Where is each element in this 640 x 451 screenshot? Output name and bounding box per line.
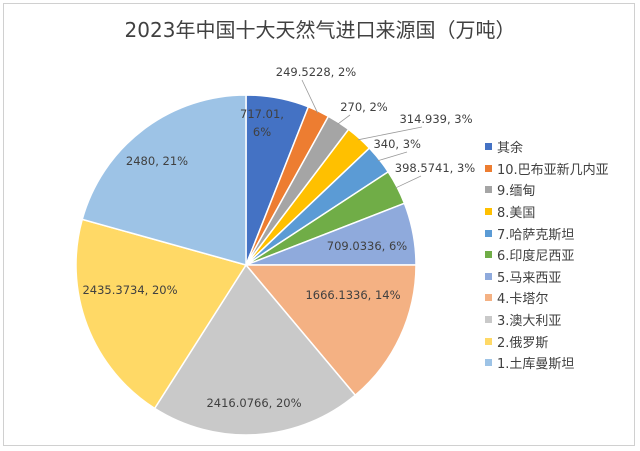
data-label-1: 717.01, 6%	[240, 107, 284, 139]
pie-slice-8	[244, 264, 417, 397]
legend-label: 其余	[497, 141, 524, 157]
data-label-6: 398.5741, 3%	[395, 161, 475, 175]
legend-item: 10.巴布亚新几内亚	[485, 158, 609, 180]
data-label-10: 2435.3734, 20%	[82, 283, 177, 297]
data-label-4: 314.939, 3%	[399, 112, 472, 126]
legend-label: 10.巴布亚新几内亚	[497, 162, 609, 178]
data-label-7: 709.0336, 6%	[327, 239, 407, 253]
leader-line-6	[395, 175, 422, 189]
pie-slice-11	[81, 94, 247, 266]
legend-swatch	[485, 251, 492, 259]
legend-swatch	[485, 316, 492, 324]
legend-swatch	[485, 143, 492, 151]
legend-item: 其余	[485, 136, 609, 158]
legend-item: 7.哈萨克斯坦	[485, 222, 609, 244]
data-label-11: 2480, 21%	[126, 154, 188, 168]
legend-label: 7.哈萨克斯坦	[497, 227, 575, 243]
pie-slice-9	[153, 263, 357, 436]
data-label-5: 340, 3%	[373, 137, 421, 151]
legend: 其余 10.巴布亚新几内亚 9.缅甸 8.美国 7.哈萨克斯坦 6.印度尼西亚 5.马来西亚…	[485, 136, 609, 374]
data-label-8: 1666.1336, 14%	[305, 288, 400, 302]
legend-swatch	[485, 337, 492, 345]
legend-label: 6.印度尼西亚	[497, 249, 575, 265]
legend-label: 4.卡塔尔	[497, 292, 549, 308]
legend-item: 9.缅甸	[485, 179, 609, 201]
data-label-9: 2416.0766, 20%	[206, 396, 301, 410]
chart-title: 2023年中国十大天然气进口来源国（万吨）	[124, 18, 516, 42]
data-label-3: 270, 2%	[340, 100, 388, 114]
legend-item: 3.澳大利亚	[485, 309, 609, 331]
pie-slice-10	[75, 218, 248, 410]
legend-item: 2.俄罗斯	[485, 330, 609, 352]
legend-swatch	[485, 186, 492, 194]
leader-line-5	[377, 151, 408, 162]
legend-item: 6.印度尼西亚	[485, 244, 609, 266]
legend-swatch	[485, 208, 492, 216]
legend-swatch	[485, 229, 492, 237]
legend-label: 3.澳大利亚	[497, 314, 562, 330]
legend-item: 1.土库曼斯坦	[485, 352, 609, 374]
legend-item: 4.卡塔尔	[485, 287, 609, 309]
legend-label: 5.马来西亚	[497, 270, 562, 286]
legend-swatch	[485, 272, 492, 280]
legend-item: 8.美国	[485, 201, 609, 223]
legend-label: 9.缅甸	[497, 184, 536, 200]
legend-label: 2.俄罗斯	[497, 335, 549, 351]
legend-label: 1.土库曼斯坦	[497, 357, 575, 373]
data-label-2: 249.5228, 2%	[276, 65, 356, 79]
legend-label: 8.美国	[497, 206, 536, 222]
leader-line-2	[301, 79, 319, 114]
leader-line-4	[357, 126, 423, 141]
legend-swatch	[485, 164, 492, 172]
legend-swatch	[485, 294, 492, 302]
legend-item: 5.马来西亚	[485, 266, 609, 288]
leader-line-3	[337, 114, 351, 125]
legend-swatch	[485, 359, 492, 367]
